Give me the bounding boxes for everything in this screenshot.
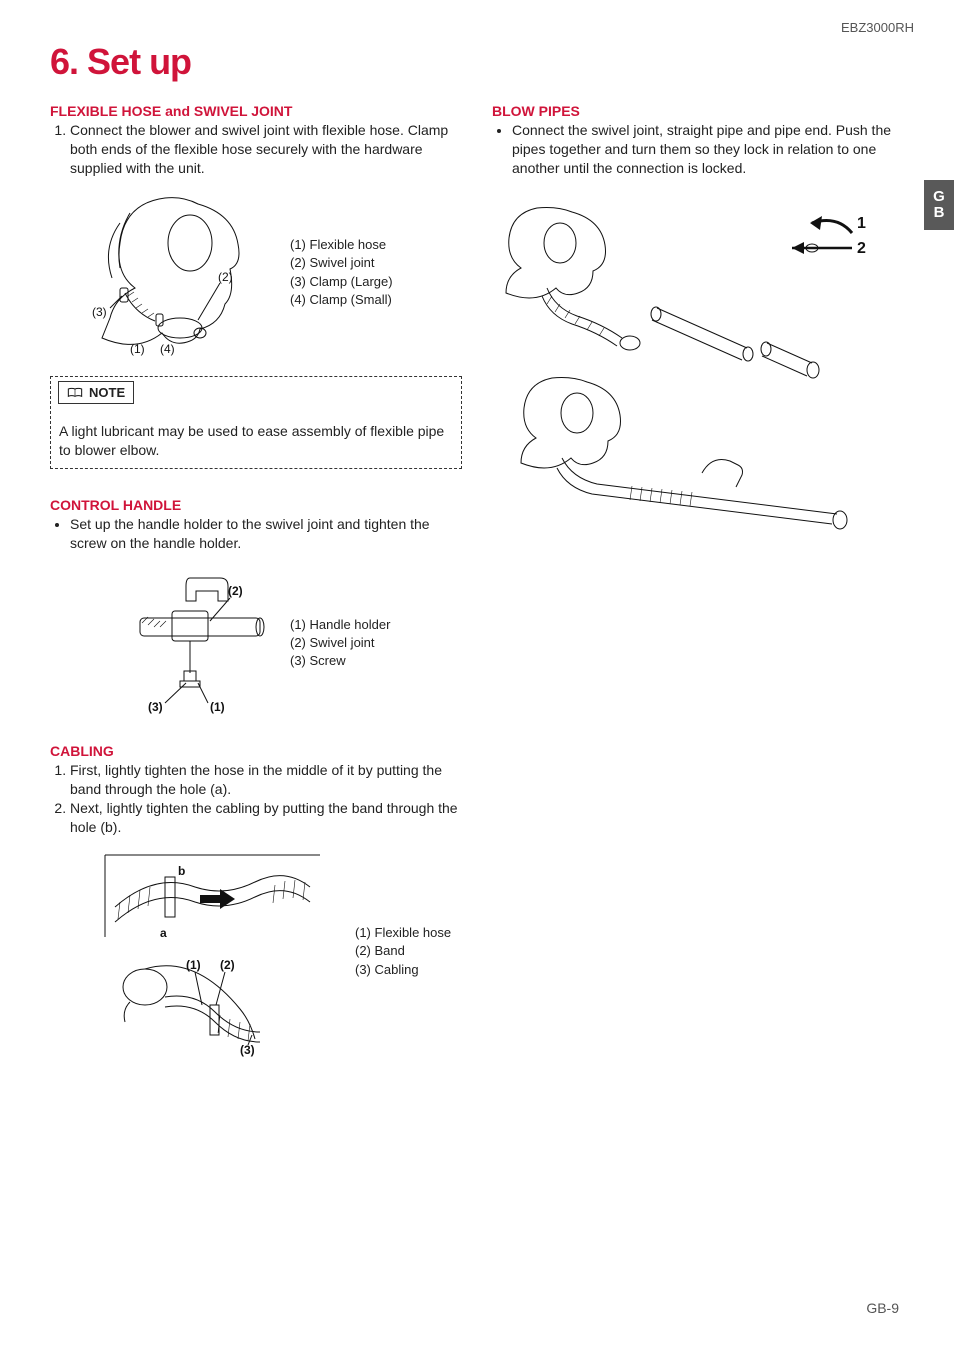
control-handle-list: Set up the handle holder to the swivel j… [50,515,462,553]
legend-flexible-hose: (1) Flexible hose (2) Swivel joint (3) C… [290,236,393,309]
model-header: EBZ3000RH [50,20,914,35]
illustration-blower-hose: (1) (2) (3) (4) [70,188,280,358]
heading-cabling: CABLING [50,743,462,759]
callout-2: 2 [857,240,866,257]
legend-item: (1) Flexible hose [290,236,393,254]
legend-cabling: (1) Flexible hose (2) Band (3) Cabling [355,924,451,979]
content-columns: FLEXIBLE HOSE and SWIVEL JOINT Connect t… [50,91,904,1067]
legend-control-handle: (1) Handle holder (2) Swivel joint (3) S… [290,616,390,671]
figure-control-handle: (2) (1) (3) (1) Handle holder (2) Swivel… [110,563,462,723]
callout-b: b [178,864,185,878]
list-item: Connect the swivel joint, straight pipe … [512,121,904,178]
callout-3: (3) [92,305,107,319]
chapter-name: Set up [87,41,191,82]
legend-item: (2) Swivel joint [290,634,390,652]
legend-item: (1) Flexible hose [355,924,451,942]
language-tab: G B [924,180,954,230]
note-block: NOTE A light lubricant may be used to ea… [50,376,462,470]
callout-1: (1) [130,342,145,356]
heading-control-handle: CONTROL HANDLE [50,497,462,513]
legend-item: (2) Band [355,942,451,960]
callout-a: a [160,926,167,940]
callout-3: (3) [240,1043,255,1057]
figure-cabling: a b [90,847,462,1057]
figure-flexible-hose: (1) (2) (3) (4) (1) Flexible hose (2) Sw… [70,188,462,358]
callout-1: (1) [186,958,201,972]
legend-item: (3) Screw [290,652,390,670]
callout-2: (2) [218,270,233,284]
book-icon [67,387,83,399]
heading-flexible-hose: FLEXIBLE HOSE and SWIVEL JOINT [50,103,462,119]
note-label: NOTE [58,381,134,405]
chapter-number: 6. [50,41,78,82]
illustration-cabling: a b [90,847,345,1057]
callout-1: 1 [857,215,866,232]
illustration-control-handle: (2) (1) (3) [110,563,280,723]
note-text: A light lubricant may be used to ease as… [59,422,453,460]
list-item: Next, lightly tighten the cabling by put… [70,799,462,837]
blow-pipes-list: Connect the swivel joint, straight pipe … [492,121,904,178]
list-item: Connect the blower and swivel joint with… [70,121,462,178]
legend-item: (3) Clamp (Large) [290,273,393,291]
left-column: FLEXIBLE HOSE and SWIVEL JOINT Connect t… [50,91,462,1067]
callout-1: (1) [210,700,225,714]
legend-item: (3) Cabling [355,961,451,979]
language-tab-line2: B [934,205,945,222]
cabling-steps: First, lightly tighten the hose in the m… [50,761,462,837]
callout-4: (4) [160,342,175,356]
chapter-title: 6. Set up [50,41,904,83]
callout-2: (2) [228,584,243,598]
language-tab-line1: G [933,189,945,206]
callout-3: (3) [148,700,163,714]
list-item: Set up the handle holder to the swivel j… [70,515,462,553]
list-item: First, lightly tighten the hose in the m… [70,761,462,799]
illustration-blow-pipes: 1 2 [492,188,882,538]
heading-blow-pipes: BLOW PIPES [492,103,904,119]
legend-item: (1) Handle holder [290,616,390,634]
legend-item: (4) Clamp (Small) [290,291,393,309]
callout-2: (2) [220,958,235,972]
note-label-text: NOTE [89,384,125,402]
right-column: BLOW PIPES Connect the swivel joint, str… [492,91,904,1067]
flexible-hose-steps: Connect the blower and swivel joint with… [50,121,462,178]
legend-item: (2) Swivel joint [290,254,393,272]
page-number: GB-9 [866,1300,899,1316]
